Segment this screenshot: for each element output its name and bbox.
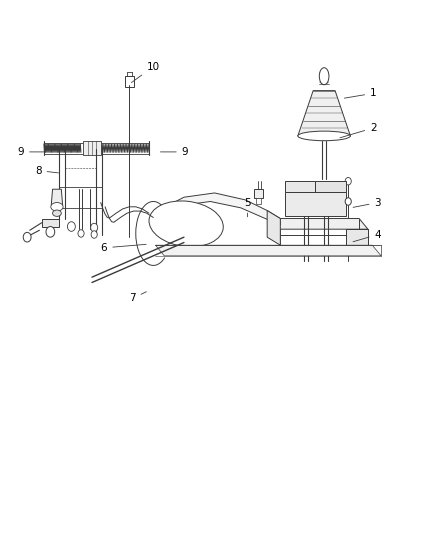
Polygon shape: [51, 189, 63, 205]
Polygon shape: [155, 245, 381, 256]
Circle shape: [67, 222, 75, 231]
Polygon shape: [285, 192, 346, 216]
Polygon shape: [272, 219, 368, 229]
Polygon shape: [83, 141, 101, 155]
Text: 4: 4: [353, 230, 381, 242]
Text: 9: 9: [18, 147, 46, 157]
Polygon shape: [254, 189, 263, 198]
Circle shape: [78, 230, 84, 237]
Circle shape: [345, 177, 351, 185]
Circle shape: [46, 227, 55, 237]
Text: 7: 7: [129, 292, 146, 303]
Polygon shape: [285, 181, 315, 192]
Circle shape: [345, 198, 351, 205]
Polygon shape: [346, 229, 368, 245]
Polygon shape: [151, 193, 280, 225]
Text: 1: 1: [344, 88, 377, 98]
Polygon shape: [125, 76, 134, 87]
Text: 10: 10: [131, 62, 160, 83]
Circle shape: [91, 231, 97, 238]
Polygon shape: [42, 219, 59, 227]
Polygon shape: [315, 181, 346, 192]
Ellipse shape: [53, 210, 61, 216]
Text: 5: 5: [244, 198, 251, 217]
Ellipse shape: [298, 131, 350, 141]
Text: 9: 9: [160, 147, 188, 157]
Polygon shape: [256, 198, 261, 204]
Text: 8: 8: [35, 166, 59, 175]
Polygon shape: [267, 211, 280, 245]
Text: 3: 3: [353, 198, 381, 207]
Circle shape: [23, 232, 31, 242]
Text: 6: 6: [101, 243, 146, 253]
Text: 2: 2: [340, 123, 377, 138]
Ellipse shape: [51, 203, 63, 211]
Polygon shape: [298, 91, 350, 136]
Ellipse shape: [149, 201, 223, 247]
Circle shape: [91, 223, 98, 232]
Ellipse shape: [319, 68, 329, 85]
